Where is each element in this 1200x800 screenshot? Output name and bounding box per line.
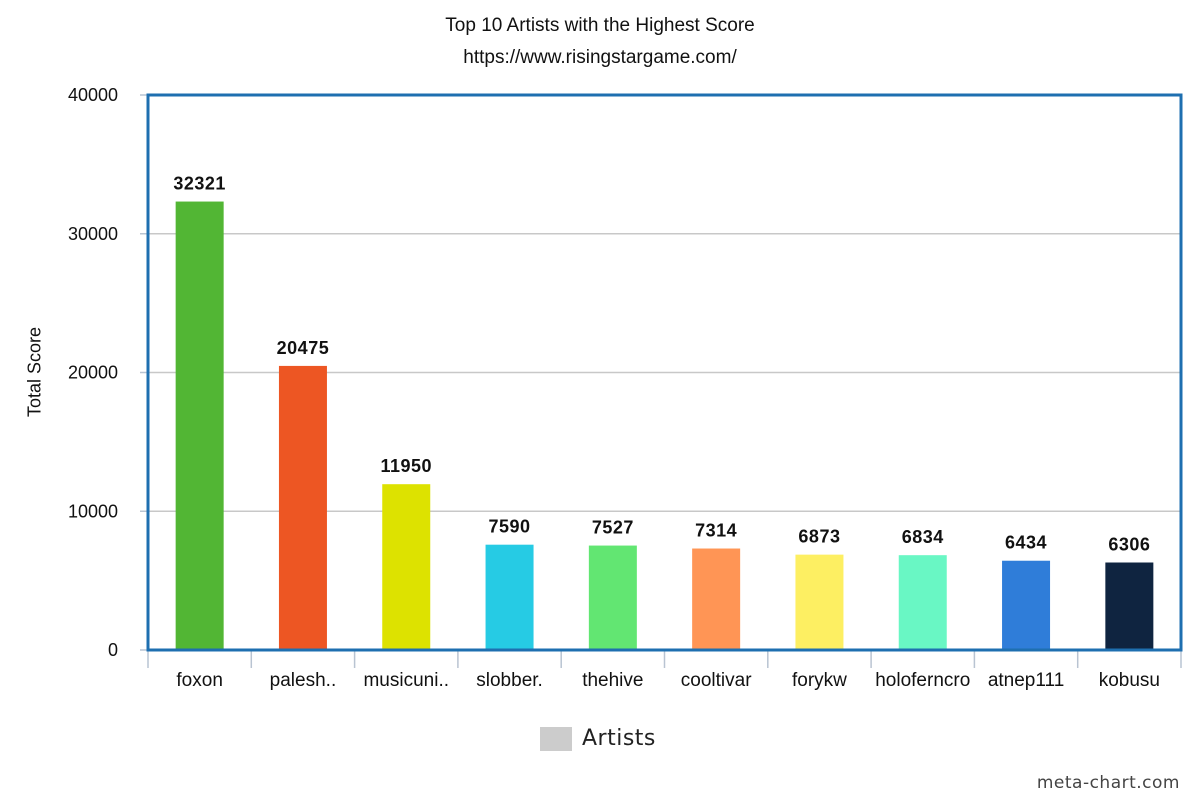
chart-subtitle: https://www.risingstargame.com/ [463, 47, 737, 68]
data-label: 6306 [1108, 535, 1150, 555]
data-label: 20475 [277, 338, 330, 358]
x-tick-label: thehive [582, 670, 643, 691]
y-tick-label: 30000 [68, 224, 118, 244]
bar[interactable] [588, 545, 637, 650]
bar[interactable] [175, 201, 224, 650]
plot-frame [146, 93, 1183, 652]
y-tick-label: 0 [108, 640, 118, 660]
x-tick-label: atnep111 [988, 670, 1064, 691]
y-tick-label: 40000 [68, 85, 118, 105]
bar[interactable] [1105, 562, 1154, 650]
bar[interactable] [278, 365, 327, 650]
bar[interactable] [1002, 560, 1051, 650]
data-label: 7314 [695, 521, 737, 541]
data-label: 6434 [1005, 533, 1047, 553]
legend-swatch [540, 726, 572, 751]
x-tick-label: slobber. [476, 670, 543, 691]
x-tick-label: kobusu [1099, 670, 1160, 691]
y-tick-label: 10000 [68, 501, 118, 521]
credit-text: meta-chart.com [1036, 773, 1180, 793]
x-tick-label: palesh.. [270, 670, 337, 691]
x-tick-label: holoferncro [875, 670, 970, 691]
data-label: 11950 [380, 456, 432, 476]
x-tick-label: musicuni.. [363, 670, 449, 691]
legend-label: Artists [582, 726, 656, 751]
x-tick-label: forykw [792, 670, 847, 691]
data-label: 32321 [173, 174, 226, 194]
y-tick-label: 20000 [68, 363, 118, 383]
bar[interactable] [795, 554, 844, 650]
bar[interactable] [692, 548, 741, 650]
x-tick-label: cooltivar [681, 670, 752, 691]
data-label: 6834 [902, 527, 944, 547]
data-label: 7590 [489, 517, 531, 537]
data-label: 6873 [798, 527, 840, 547]
x-tick-label: foxon [176, 670, 222, 691]
bar[interactable] [382, 484, 431, 650]
bar[interactable] [485, 544, 534, 650]
chart-title: Top 10 Artists with the Highest Score [445, 15, 755, 36]
data-label: 7527 [592, 518, 634, 538]
bar[interactable] [898, 555, 947, 650]
legend[interactable]: Artists [540, 726, 656, 751]
